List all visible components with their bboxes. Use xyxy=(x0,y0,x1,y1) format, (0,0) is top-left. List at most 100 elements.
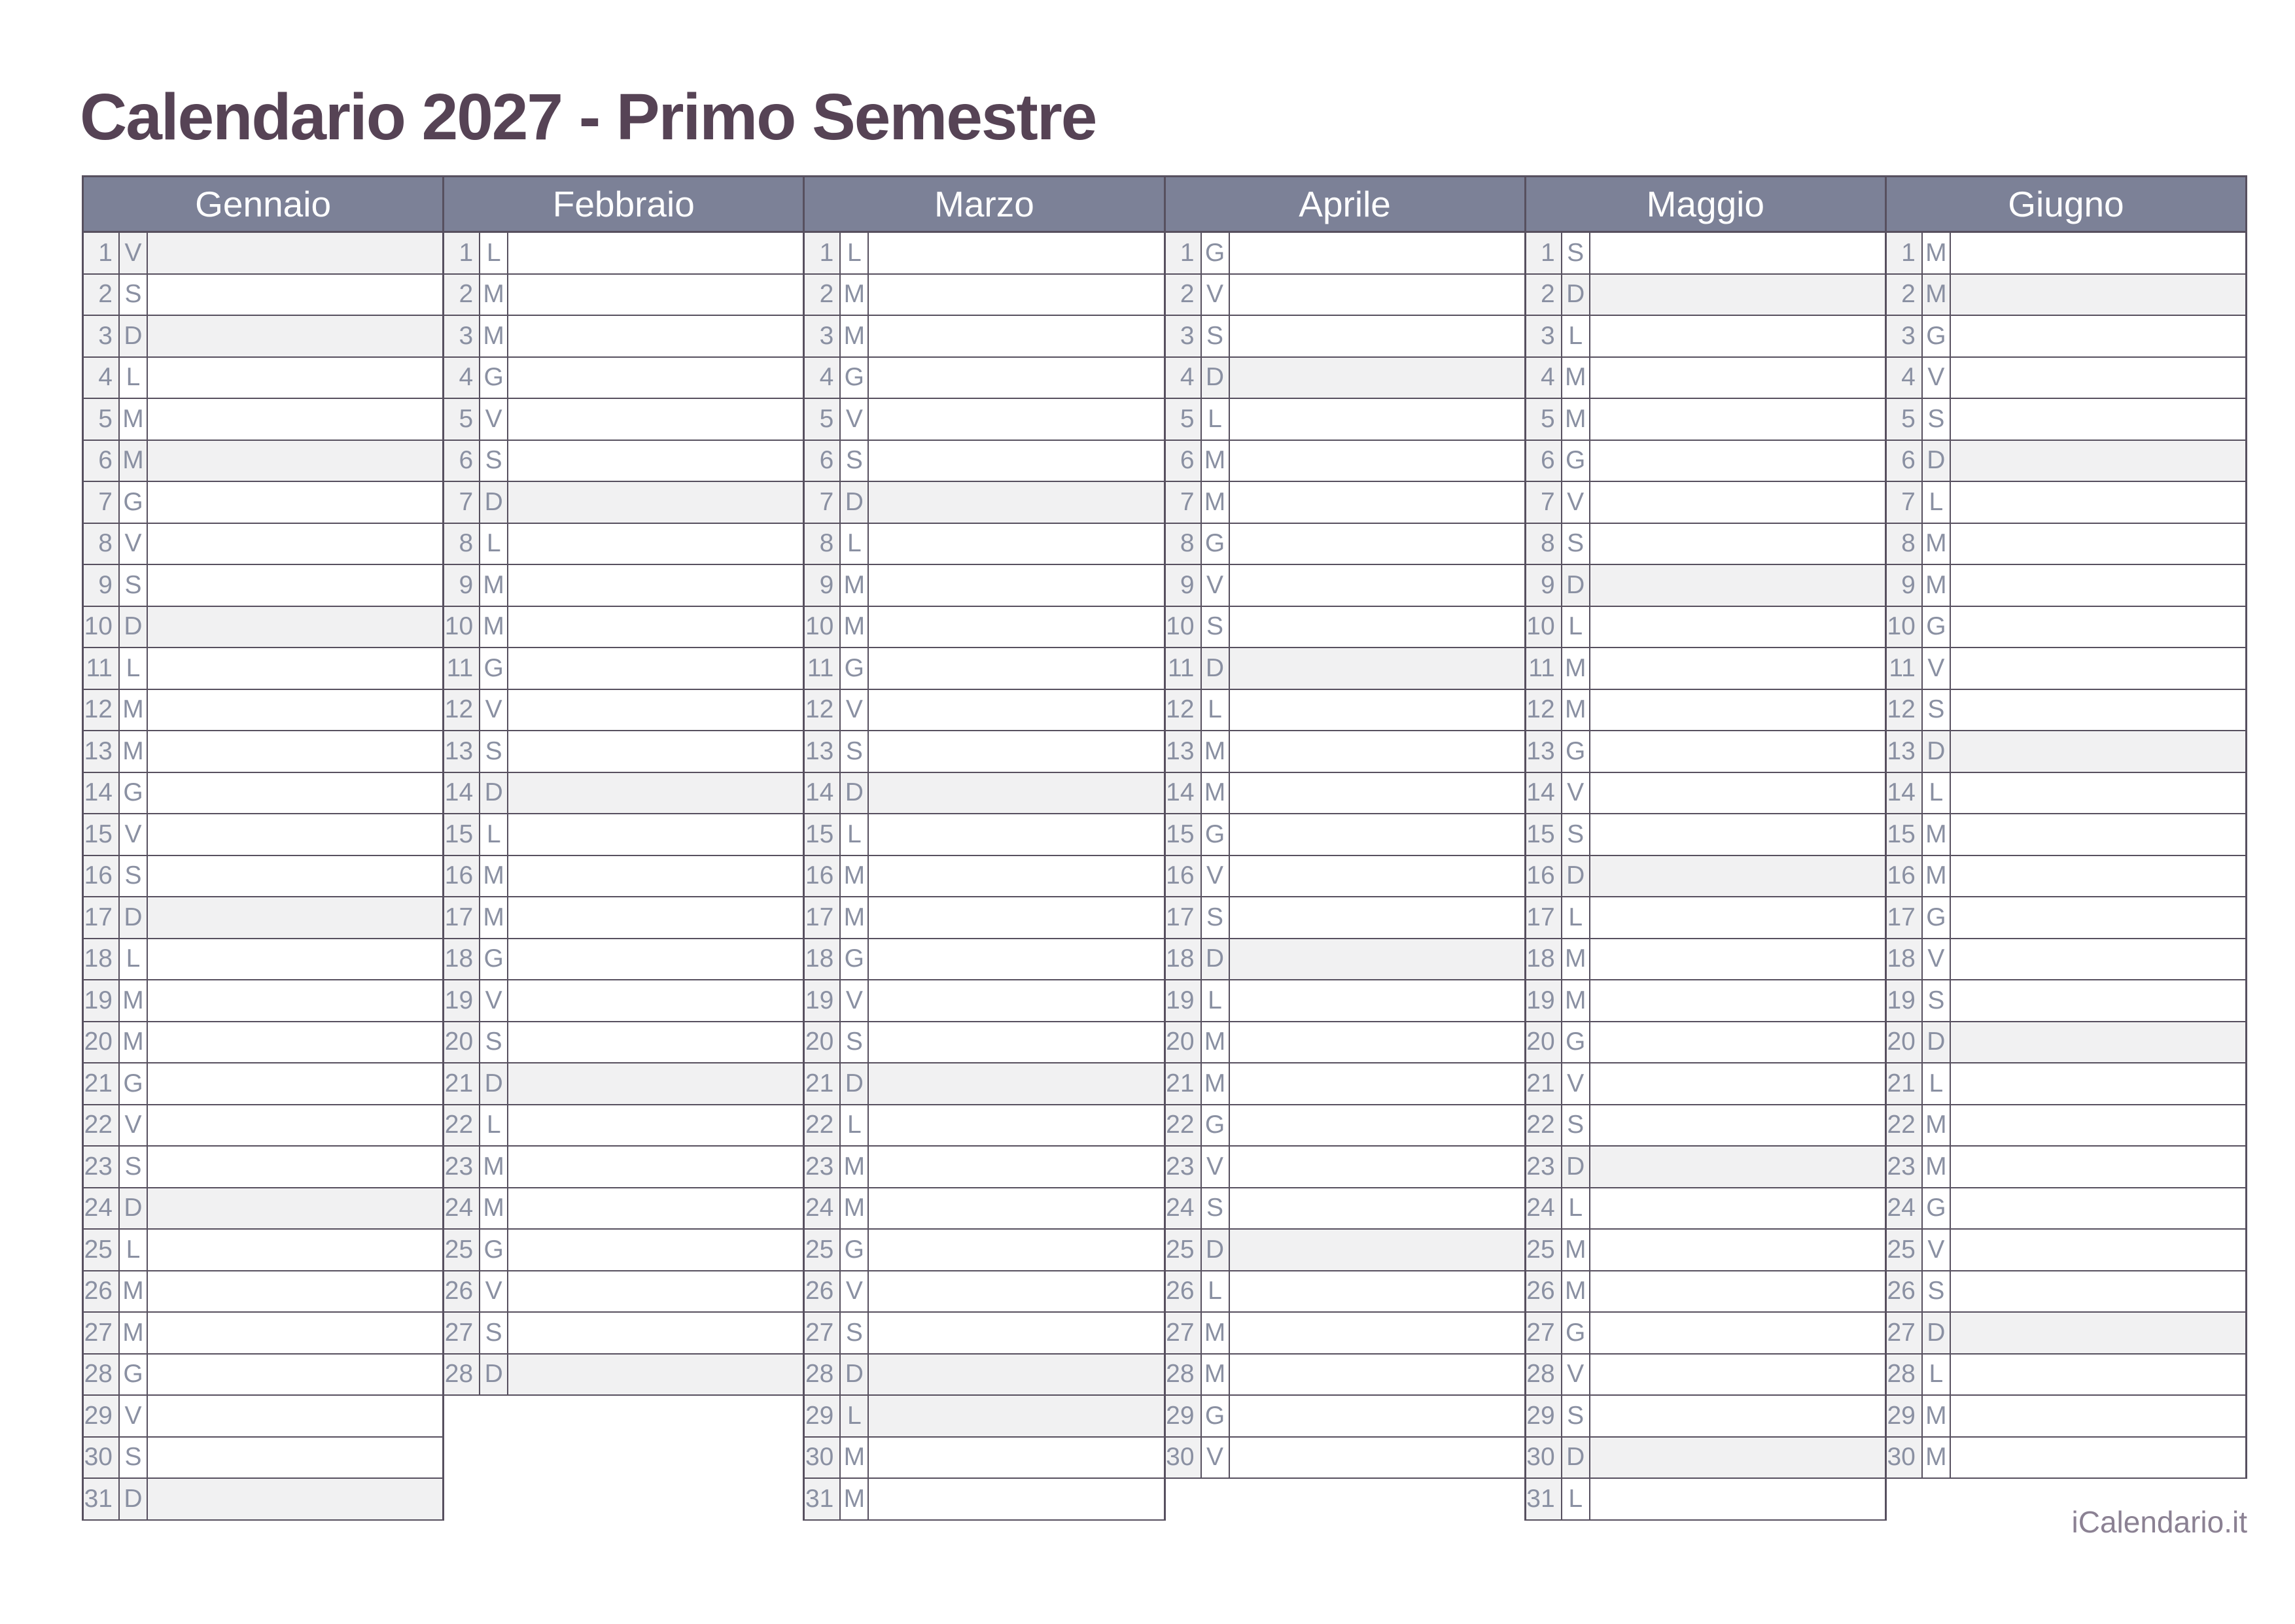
day-note-area xyxy=(508,1271,803,1311)
weekday-letter: D xyxy=(1201,1230,1230,1270)
day-note-area xyxy=(508,565,803,606)
footer-link[interactable]: iCalendario.it xyxy=(2071,1505,2247,1539)
day-number: 14 xyxy=(84,772,120,813)
weekday-letter: M xyxy=(1562,980,1590,1021)
day-number: 26 xyxy=(1526,1271,1562,1311)
day-number: 23 xyxy=(444,1147,481,1187)
day-note-area xyxy=(1229,523,1524,564)
weekday-letter: L xyxy=(120,1230,148,1270)
weekday-letter: L xyxy=(1201,399,1230,440)
day-note-area xyxy=(869,1313,1164,1353)
day-row: 20 S xyxy=(444,1022,803,1063)
day-number: 11 xyxy=(1886,648,1923,689)
day-row: 21 M xyxy=(1165,1063,1524,1105)
day-row: 10 M xyxy=(444,606,803,648)
day-number: 13 xyxy=(1886,731,1923,772)
day-note-area xyxy=(869,1063,1164,1104)
day-number: 10 xyxy=(444,606,481,647)
day-note-area xyxy=(508,357,803,398)
day-number: 9 xyxy=(1886,565,1923,606)
weekday-letter: G xyxy=(1201,814,1230,855)
day-number: 24 xyxy=(805,1188,841,1228)
day-number: 25 xyxy=(84,1230,120,1270)
weekday-letter: V xyxy=(1562,1354,1590,1394)
day-note-area xyxy=(869,731,1164,772)
day-note-area xyxy=(1229,274,1524,315)
day-row: 30 M xyxy=(805,1437,1164,1479)
day-number: 17 xyxy=(805,897,841,938)
day-row: 12 V xyxy=(805,689,1164,731)
weekday-letter: M xyxy=(1562,939,1590,979)
weekday-letter: S xyxy=(1562,523,1590,564)
day-row: 28 D xyxy=(805,1354,1164,1396)
day-row: 24 G xyxy=(1886,1188,2246,1230)
day-note-area xyxy=(869,648,1164,689)
day-number: 14 xyxy=(444,772,481,813)
day-number: 17 xyxy=(444,897,481,938)
weekday-letter: D xyxy=(1922,731,1951,772)
weekday-letter: M xyxy=(1922,523,1951,564)
day-row: 26 M xyxy=(1526,1271,1885,1313)
day-number: 1 xyxy=(805,233,841,273)
day-note-area xyxy=(1590,399,1885,440)
day-number: 30 xyxy=(1165,1437,1202,1477)
weekday-letter: G xyxy=(1201,523,1230,564)
day-note-area xyxy=(1950,1313,2246,1353)
day-note-area xyxy=(1229,897,1524,938)
day-number: 6 xyxy=(1886,440,1923,481)
weekday-letter: S xyxy=(841,1022,869,1062)
day-row: 19 V xyxy=(805,980,1164,1022)
weekday-letter: G xyxy=(120,1063,148,1104)
day-number: 21 xyxy=(84,1063,120,1104)
day-row: 24 L xyxy=(1526,1188,1885,1230)
weekday-letter: M xyxy=(841,1147,869,1187)
weekday-letter: M xyxy=(1922,1396,1951,1436)
day-note-area xyxy=(869,980,1164,1021)
day-row: 28 D xyxy=(444,1354,803,1396)
day-number: 24 xyxy=(84,1188,120,1228)
day-row: 21 V xyxy=(1526,1063,1885,1105)
weekday-letter: S xyxy=(841,731,869,772)
day-row: 30 M xyxy=(1886,1437,2246,1479)
day-number: 28 xyxy=(444,1354,481,1394)
day-number: 11 xyxy=(1165,648,1202,689)
day-row: 20 M xyxy=(1165,1022,1524,1063)
day-note-area xyxy=(869,897,1164,938)
day-row: 22 L xyxy=(444,1105,803,1147)
day-number: 3 xyxy=(1526,316,1562,356)
day-number: 27 xyxy=(444,1313,481,1353)
day-note-area xyxy=(1590,1105,1885,1145)
weekday-letter: M xyxy=(1201,1313,1230,1353)
day-number: 20 xyxy=(805,1022,841,1062)
day-note-area xyxy=(869,565,1164,606)
day-number: 12 xyxy=(805,689,841,730)
weekday-letter: S xyxy=(1562,233,1590,273)
day-row: 26 L xyxy=(1165,1271,1524,1313)
day-note-area xyxy=(1950,440,2246,481)
day-row: 10 G xyxy=(1886,606,2246,648)
weekday-letter: D xyxy=(1562,274,1590,315)
day-number: 16 xyxy=(1886,855,1923,896)
day-number: 7 xyxy=(1526,482,1562,523)
day-number: 2 xyxy=(444,274,481,315)
weekday-letter: M xyxy=(841,1479,869,1519)
day-number: 26 xyxy=(1165,1271,1202,1311)
day-row: 13 M xyxy=(1165,731,1524,773)
weekday-letter: V xyxy=(480,399,509,440)
day-row: 25 G xyxy=(805,1230,1164,1271)
day-row: 17 M xyxy=(805,897,1164,939)
weekday-letter: M xyxy=(120,689,148,730)
weekday-letter: L xyxy=(480,233,509,273)
day-note-area xyxy=(1229,772,1524,813)
day-row: 15 S xyxy=(1526,814,1885,856)
